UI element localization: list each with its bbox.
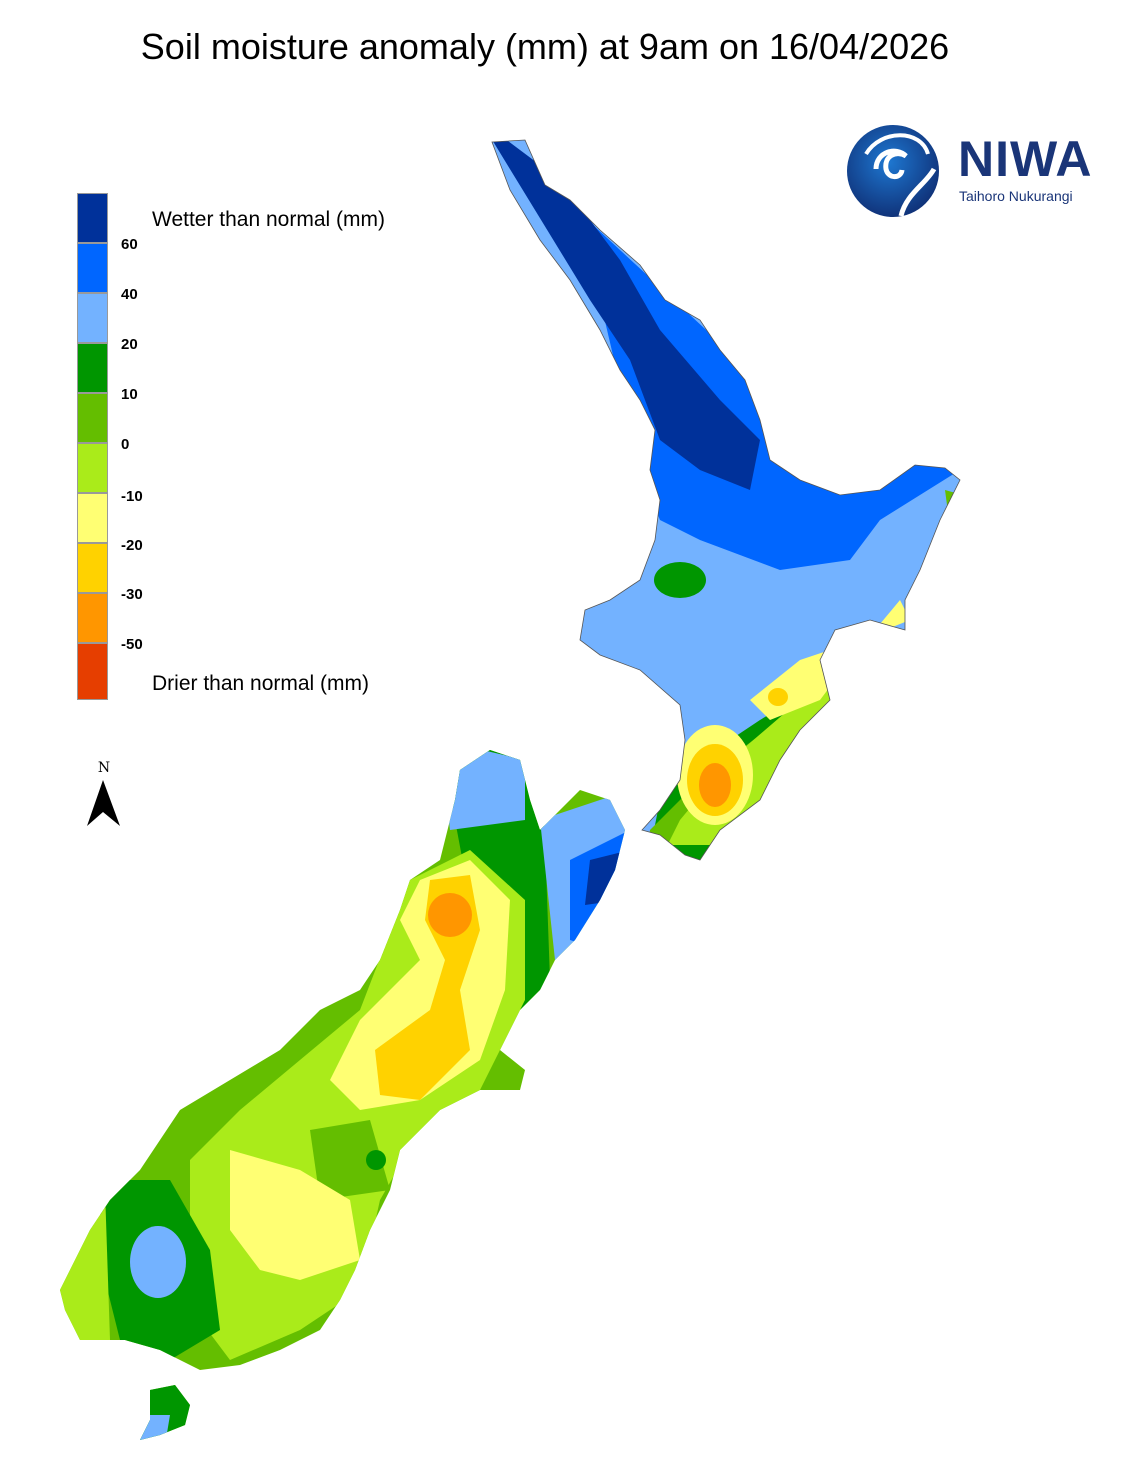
map-title: Soil moisture anomaly (mm) at 9am on 16/… xyxy=(140,26,950,67)
legend-swatch xyxy=(77,243,108,293)
legend-tick: -30 xyxy=(121,586,143,603)
legend-tick: -10 xyxy=(121,488,143,505)
legend-tick: -50 xyxy=(121,636,143,653)
legend-tick: 10 xyxy=(121,386,138,403)
niwa-swirl-icon xyxy=(847,125,939,217)
north-indicator: N xyxy=(84,760,124,833)
niwa-tagline: Taihoro Nukurangi xyxy=(959,188,1073,204)
legend-tick: 20 xyxy=(121,336,138,353)
legend-swatch xyxy=(77,343,108,393)
legend-drier-label: Drier than normal (mm) xyxy=(152,672,370,695)
north-label: N xyxy=(97,760,111,776)
legend-swatch xyxy=(77,493,108,543)
legend-swatch xyxy=(77,193,108,243)
south-island xyxy=(60,750,625,1440)
legend-tick: 0 xyxy=(121,436,130,453)
legend-swatch xyxy=(77,443,108,493)
legend-swatch xyxy=(77,593,108,643)
legend-swatch xyxy=(77,293,108,343)
legend-tick: 40 xyxy=(121,286,138,303)
north-island xyxy=(492,140,960,860)
north-arrow-icon xyxy=(87,780,120,826)
legend-tick: 60 xyxy=(121,236,138,253)
legend-tick: -20 xyxy=(121,537,143,554)
legend-swatch xyxy=(77,643,108,700)
legend-swatch xyxy=(77,393,108,443)
legend-swatch xyxy=(77,543,108,593)
legend-wetter-label: Wetter than normal (mm) xyxy=(152,208,385,231)
niwa-logo: NIWA Taihoro Nukurangi xyxy=(846,124,1092,225)
niwa-wordmark: NIWA xyxy=(958,131,1093,187)
